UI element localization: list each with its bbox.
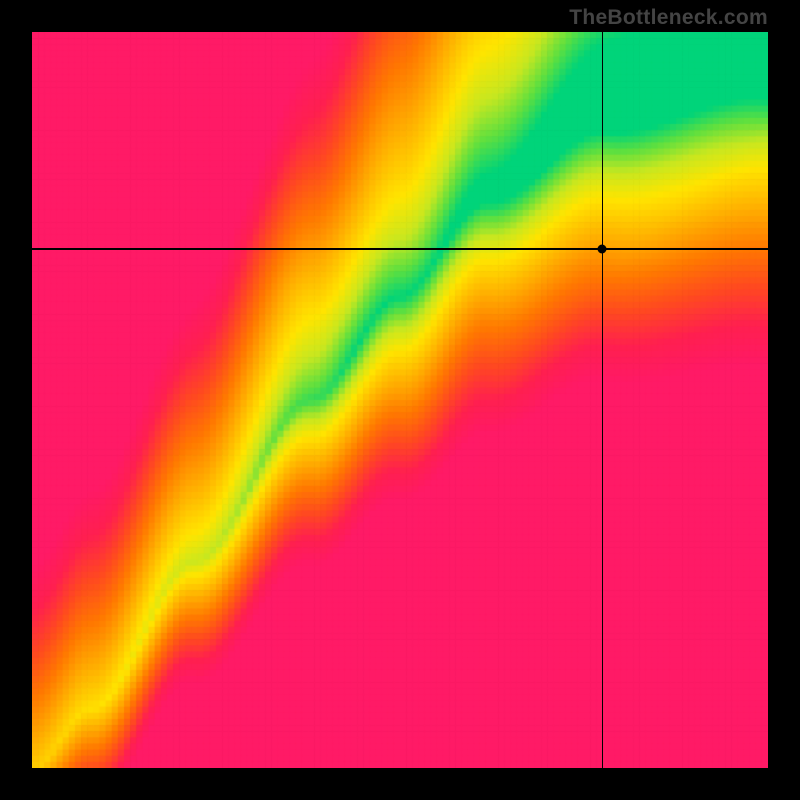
crosshair-vertical [602, 32, 604, 768]
watermark-text: TheBottleneck.com [569, 6, 768, 30]
plot-area [32, 32, 768, 768]
crosshair-marker [598, 245, 607, 254]
heatmap-canvas [32, 32, 768, 768]
crosshair-horizontal [32, 248, 768, 250]
chart-container: TheBottleneck.com [0, 0, 800, 800]
